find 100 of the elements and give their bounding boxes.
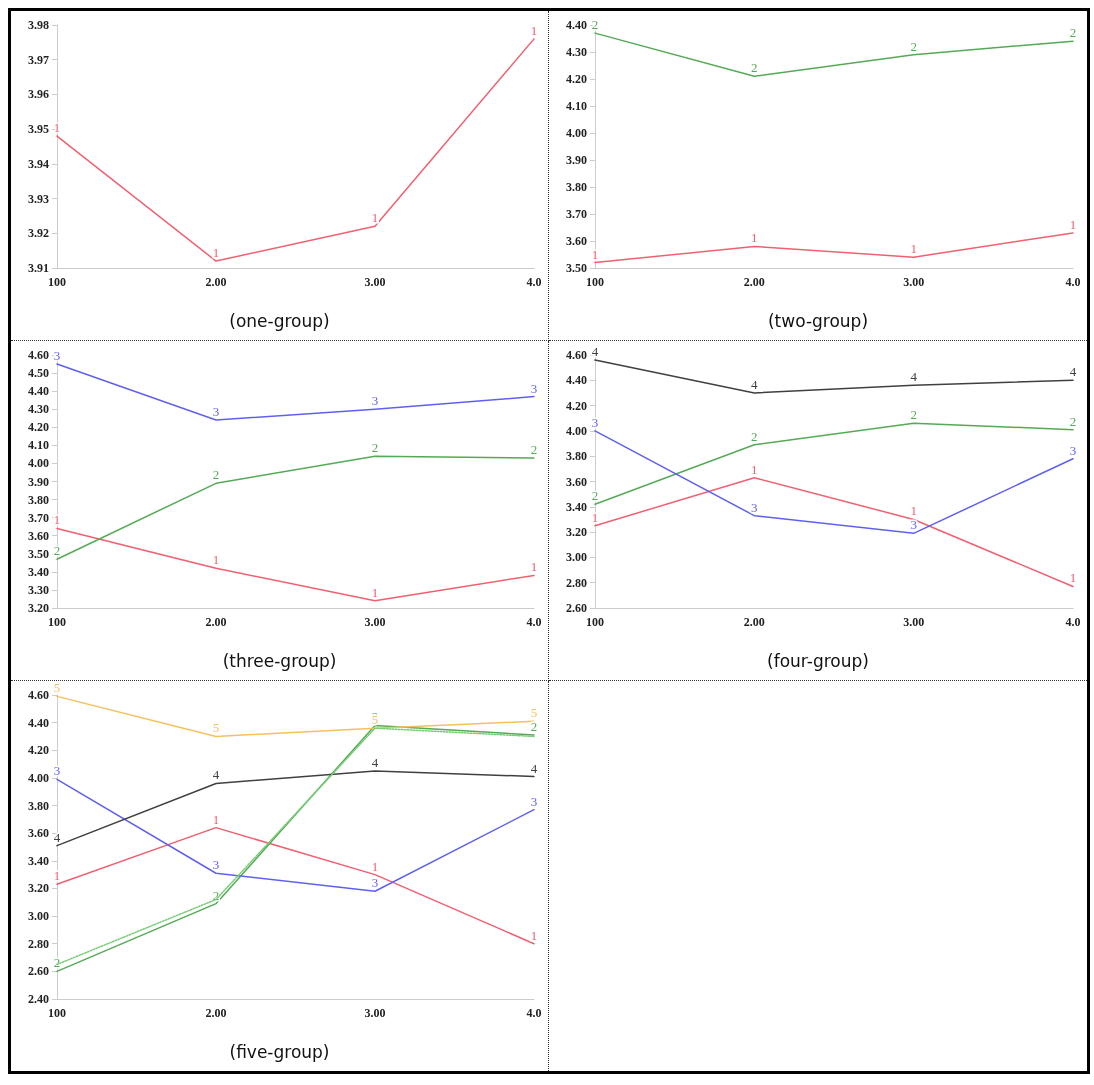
y-tick-label: 4.20	[566, 398, 587, 413]
text: 1	[371, 584, 379, 600]
y-tick-label: 3.40	[28, 564, 49, 579]
line-series	[594, 430, 1074, 535]
text: 2	[1069, 413, 1077, 429]
series-label: 3	[371, 875, 379, 891]
text: 1	[751, 461, 758, 477]
text: 2	[1069, 25, 1077, 41]
y-tick-label: 4.40	[28, 715, 49, 730]
text: 3	[371, 393, 379, 409]
y-tick-label: 4.40	[566, 373, 587, 388]
x-tick-label: 4.0	[526, 275, 542, 289]
text: 1	[530, 927, 538, 943]
y-tick-label: 3.90	[28, 474, 49, 489]
y-tick-label: 3.70	[566, 207, 587, 221]
x-tick-label: 2.00	[205, 275, 227, 289]
series-label: 1	[371, 858, 379, 874]
y-tick-label: 3.60	[28, 826, 49, 841]
x-tick-label: 100	[48, 275, 66, 289]
text: 3	[53, 763, 61, 779]
text: 1	[53, 868, 61, 884]
y-tick-label: 3.50	[28, 546, 49, 561]
text: 1	[53, 512, 61, 528]
text: 3	[1069, 442, 1077, 458]
text: 2	[53, 543, 61, 559]
y-tick-label: 3.97	[28, 52, 49, 67]
text: 2	[591, 17, 599, 33]
y-tick-label: 2.60	[566, 601, 587, 615]
text: 2	[751, 428, 758, 444]
x-tick-label: 2.00	[205, 615, 227, 629]
text: 5	[53, 680, 61, 696]
text: 4	[591, 344, 599, 360]
series-label: 3	[910, 517, 917, 533]
y-tick-label: 2.80	[28, 936, 49, 951]
text: 1	[591, 246, 599, 262]
x-tick-label: 3.00	[364, 615, 386, 629]
y-tick-label: 3.00	[28, 909, 49, 924]
series-label: 1	[212, 552, 220, 568]
series-label: 4	[53, 829, 61, 845]
line-series	[56, 778, 535, 892]
text: (five-group)	[229, 1041, 330, 1062]
series-label: 2	[751, 60, 758, 76]
text: 5	[530, 705, 538, 721]
y-tick-label: 4.60	[28, 348, 49, 362]
text: 1	[751, 230, 758, 246]
text: 4	[212, 767, 220, 783]
text: 3	[530, 380, 538, 396]
y-tick-label: 3.96	[28, 87, 49, 102]
y-tick-label: 4.40	[28, 384, 49, 399]
x-tick-label: 3.00	[364, 1006, 386, 1020]
x-tick-label: 2.00	[743, 275, 765, 289]
text: 4	[530, 760, 538, 776]
text: 1	[910, 503, 917, 519]
line-series	[56, 38, 535, 262]
y-tick-label: 3.20	[28, 881, 49, 896]
line-series	[594, 359, 1074, 394]
y-tick-label: 3.60	[28, 528, 49, 543]
series-label: 2	[591, 488, 599, 504]
y-tick-label: 4.00	[28, 456, 49, 471]
line-series	[56, 826, 535, 945]
y-tick-label: 3.20	[566, 525, 587, 540]
y-tick-label: 3.40	[566, 499, 587, 514]
x-tick-label: 100	[586, 275, 604, 289]
text: 3	[751, 499, 758, 515]
text: 3	[53, 348, 61, 364]
y-tick-label: 3.80	[566, 449, 587, 464]
line-series	[594, 232, 1074, 264]
y-tick-label: 2.60	[28, 964, 49, 979]
x-tick-label: 2.00	[205, 1006, 227, 1020]
y-tick-label: 2.80	[566, 575, 587, 590]
x-tick-label: 3.00	[903, 615, 925, 629]
x-tick-label: 3.00	[903, 275, 925, 289]
y-tick-label: 3.40	[28, 853, 49, 868]
y-tick-label: 3.80	[28, 798, 49, 813]
text: 4	[371, 755, 379, 770]
x-tick-label: 100	[48, 615, 66, 629]
y-tick-label: 3.94	[28, 156, 49, 171]
series-label: 3	[212, 404, 220, 420]
text: 3	[530, 793, 538, 809]
y-tick-label: 3.50	[566, 261, 587, 275]
text: 3	[212, 857, 220, 873]
y-tick-label: 3.20	[28, 601, 49, 615]
series-label: 1	[910, 241, 917, 257]
y-tick-label: 4.00	[566, 126, 587, 140]
y-tick-label: 3.98	[28, 18, 49, 32]
y-tick-label: 4.20	[28, 743, 49, 758]
y-tick-label: 4.30	[566, 45, 587, 59]
x-tick-label: 3.00	[364, 275, 386, 289]
text: 1	[530, 559, 538, 575]
y-tick-label: 4.00	[566, 423, 587, 438]
x-tick-label: 4.0	[1065, 275, 1081, 289]
y-tick-label: 4.20	[566, 72, 587, 86]
y-tick-label: 3.80	[28, 492, 49, 507]
y-tick-label: 3.90	[566, 153, 587, 167]
y-tick-label: 4.50	[28, 366, 49, 381]
text: 1	[371, 210, 379, 226]
y-tick-label: 4.10	[28, 438, 49, 453]
series-label: 5	[212, 720, 220, 736]
y-tick-label: 4.10	[566, 99, 587, 113]
text: 2	[371, 440, 379, 456]
